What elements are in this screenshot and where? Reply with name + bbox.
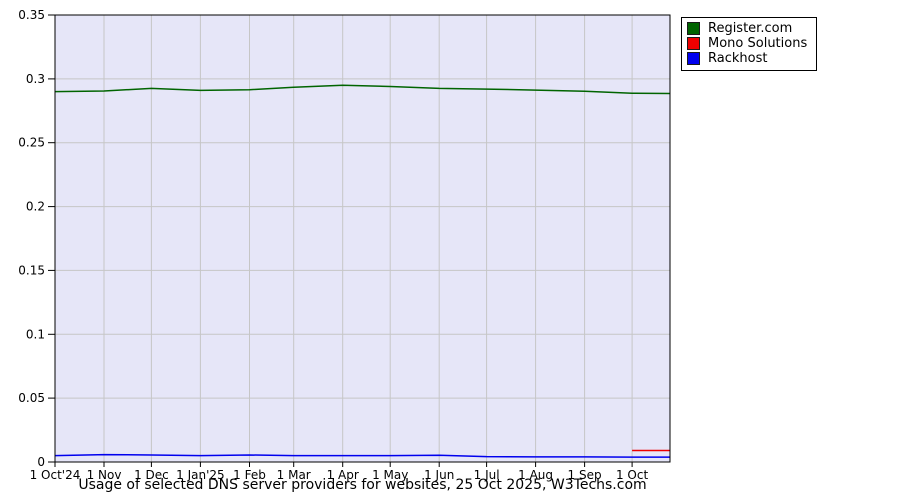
y-tick-label: 0 xyxy=(37,455,45,469)
y-tick-label: 0.25 xyxy=(18,136,45,150)
legend-item-rackhost: Rackhost xyxy=(687,51,807,66)
chart-title: Usage of selected DNS server providers f… xyxy=(78,477,647,493)
series-line-rackhost xyxy=(54,453,670,458)
legend-item-register-com: Register.com xyxy=(687,21,807,36)
x-tick-label: 1 Dec xyxy=(134,468,169,482)
x-tick-label: 1 Nov xyxy=(87,468,122,482)
legend-item-mono-solutions: Mono Solutions xyxy=(687,36,807,51)
plot-background xyxy=(55,15,670,462)
x-tick-label: 1 Jun xyxy=(424,468,454,482)
x-tick-label: 1 Apr xyxy=(327,468,359,482)
legend-swatch-blue xyxy=(687,52,700,65)
y-tick-label: 0.3 xyxy=(26,72,45,86)
x-tick-label: 1 Jul xyxy=(474,468,500,482)
legend-label-register-com: Register.com xyxy=(708,21,793,36)
legend-label-rackhost: Rackhost xyxy=(708,51,768,66)
x-tick-label: 1 Feb xyxy=(233,468,266,482)
y-tick-label: 0.15 xyxy=(18,263,45,277)
plot-border xyxy=(54,14,671,463)
x-tick-label: 1 Jan'25 xyxy=(176,468,225,482)
x-tick-label: 1 Oct xyxy=(616,468,648,482)
y-tick-label: 0.1 xyxy=(26,327,45,341)
x-tick-label: 1 Sep xyxy=(568,468,602,482)
x-tick-label: 1 Mar xyxy=(277,468,311,482)
y-tick-label: 0.2 xyxy=(26,200,45,214)
y-tick-label: 0.35 xyxy=(18,8,45,22)
x-tick-label: 1 Oct'24 xyxy=(30,468,81,482)
legend-swatch-red xyxy=(687,37,700,50)
series-line-register-com xyxy=(54,84,671,95)
legend-swatch-green xyxy=(687,22,700,35)
y-tick-label: 0.05 xyxy=(18,391,45,405)
legend-label-mono-solutions: Mono Solutions xyxy=(708,36,808,51)
x-tick-label: 1 Aug xyxy=(518,468,553,482)
x-tick-label: 1 May xyxy=(372,468,408,482)
legend: Register.com Mono Solutions Rackhost xyxy=(681,17,818,71)
